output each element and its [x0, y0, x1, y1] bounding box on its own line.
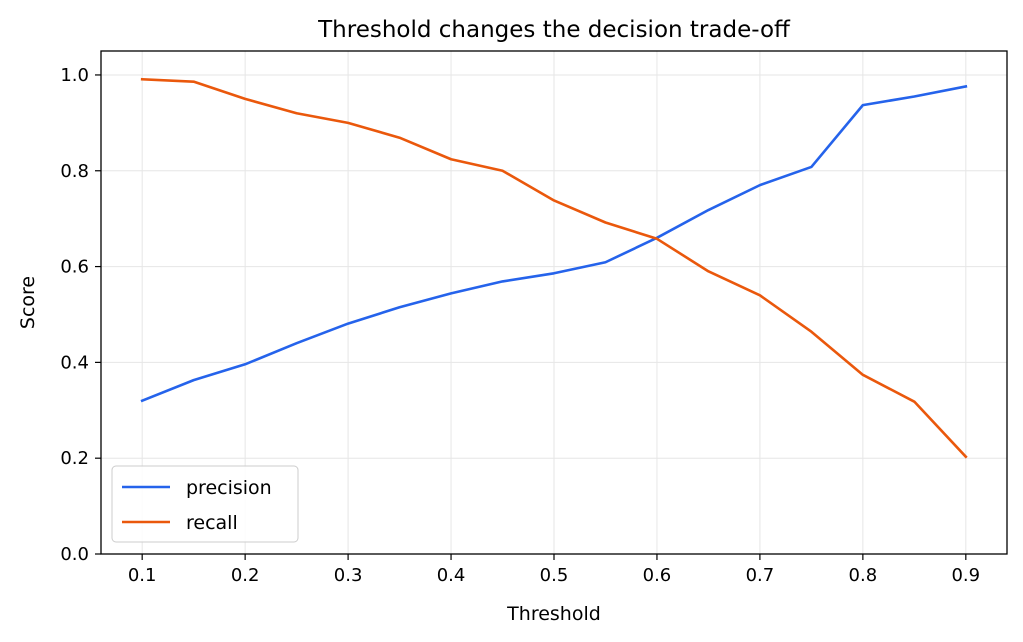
x-tick-label: 0.9 [951, 565, 980, 586]
y-tick-label: 0.2 [60, 448, 89, 469]
x-tick-label: 0.7 [746, 565, 775, 586]
x-tick-label: 0.3 [334, 565, 363, 586]
x-tick-label: 0.4 [437, 565, 466, 586]
x-tick-label: 0.2 [231, 565, 260, 586]
y-axis-title: Score [17, 276, 39, 329]
y-tick-label: 0.6 [60, 257, 89, 278]
x-tick-label: 0.5 [540, 565, 569, 586]
x-tick-label: 0.6 [643, 565, 672, 586]
legend-label-recall: recall [186, 512, 238, 534]
chart-title: Threshold changes the decision trade-off [317, 17, 791, 43]
x-axis: 0.1 0.2 0.3 0.4 0.5 0.6 0.7 0.8 0.9 [128, 554, 980, 586]
x-tick-label: 0.8 [849, 565, 878, 586]
series-lines [140, 77, 968, 459]
series-line-precision [140, 84, 968, 403]
legend: precision recall [111, 465, 299, 543]
series-line-recall [140, 77, 968, 459]
y-tick-label: 0.4 [60, 352, 89, 373]
x-axis-title: Threshold [506, 603, 601, 625]
x-tick-label: 0.1 [128, 565, 157, 586]
y-axis: 0.0 0.2 0.4 0.6 0.8 1.0 [60, 65, 101, 565]
y-tick-label: 0.8 [60, 161, 89, 182]
legend-label-precision: precision [186, 477, 272, 499]
y-tick-label: 1.0 [60, 65, 89, 86]
y-tick-label: 0.0 [60, 544, 89, 565]
